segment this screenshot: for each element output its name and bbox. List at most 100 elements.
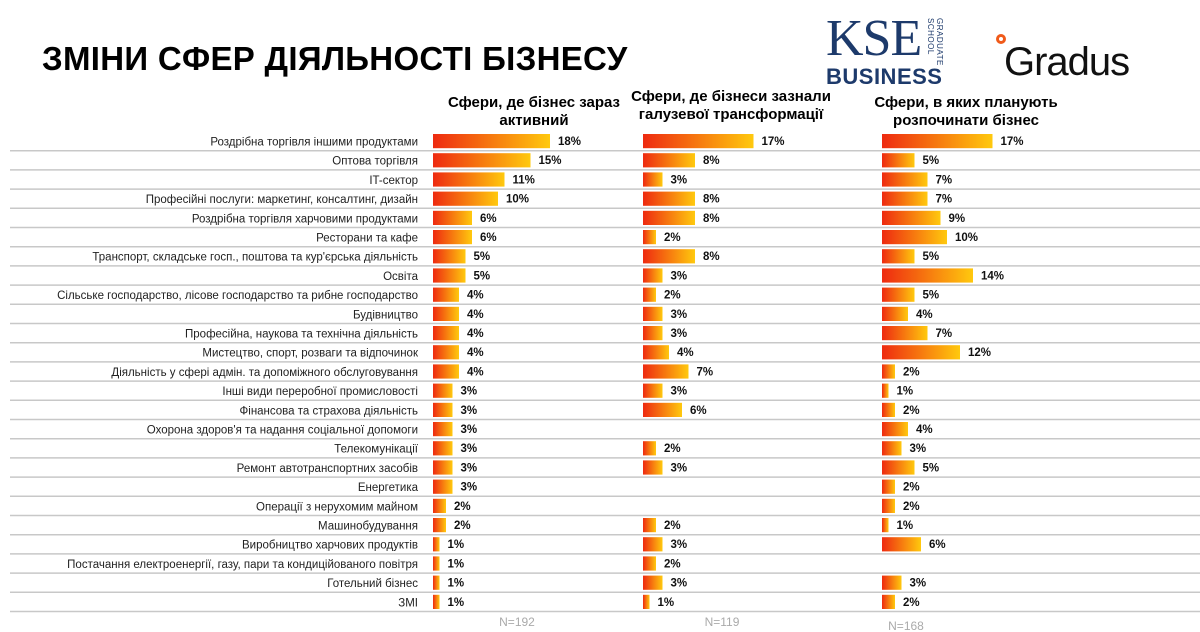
category-label: Транспорт, складське госп., поштова та к… <box>92 252 418 264</box>
data-label: 3% <box>671 539 688 551</box>
category-label: Інші види переробної промисловості <box>222 386 418 398</box>
data-label: 15% <box>539 155 562 167</box>
data-label: 14% <box>981 270 1004 282</box>
data-label: 6% <box>480 213 497 225</box>
data-label: 2% <box>454 501 471 513</box>
data-label: 7% <box>936 194 953 206</box>
kse-logo-subtext: BUSINESS <box>826 64 943 89</box>
bar <box>643 575 663 590</box>
data-label: 1% <box>448 578 465 590</box>
data-label: 3% <box>671 578 688 590</box>
category-label: Сільське господарство, лісове господарст… <box>57 290 418 302</box>
bar <box>433 153 531 168</box>
data-label: 17% <box>1001 136 1024 148</box>
bar <box>882 441 902 456</box>
data-label: 2% <box>903 482 920 494</box>
bar <box>433 364 459 379</box>
bar <box>433 422 453 437</box>
category-label: Роздрібна торгівля харчовими продуктами <box>192 213 418 225</box>
data-label: 17% <box>762 136 785 148</box>
data-label: 7% <box>936 174 953 186</box>
category-label: Виробництво харчових продуктів <box>242 540 418 552</box>
data-label: 5% <box>474 251 491 263</box>
bar <box>433 402 453 417</box>
bar <box>882 498 895 513</box>
bar <box>433 441 453 456</box>
category-label: Охорона здоров'я та надання соціальної д… <box>147 425 418 437</box>
data-label: 2% <box>664 290 681 302</box>
data-label: 4% <box>916 424 933 436</box>
sample-size-label: N=192 <box>499 615 535 629</box>
gradus-logo-text: Gradus <box>1004 40 1130 84</box>
data-label: 1% <box>448 597 465 609</box>
data-label: 3% <box>671 386 688 398</box>
kse-business-logo: KSE BUSINESS GRADUATE SCHOOL <box>826 10 944 90</box>
data-label: 3% <box>671 309 688 321</box>
data-label: 8% <box>703 213 720 225</box>
bar <box>882 306 908 321</box>
data-label: 4% <box>467 366 484 378</box>
data-label: 1% <box>897 386 914 398</box>
bar <box>643 345 669 360</box>
data-label: 2% <box>903 501 920 513</box>
bar <box>643 268 663 283</box>
bar <box>882 518 889 533</box>
data-label: 3% <box>671 328 688 340</box>
category-label: Постачання електроенергії, газу, пари та… <box>67 559 418 571</box>
bar <box>433 345 459 360</box>
bar <box>433 172 505 187</box>
data-label: 7% <box>936 328 953 340</box>
bar <box>643 537 663 552</box>
bar <box>882 537 921 552</box>
category-label: ЗМІ <box>398 597 418 609</box>
bar <box>882 345 960 360</box>
data-label: 1% <box>448 539 465 551</box>
bar <box>433 210 472 225</box>
data-label: 10% <box>955 232 978 244</box>
data-label: 8% <box>703 194 720 206</box>
data-label: 3% <box>910 578 927 590</box>
data-label: 18% <box>558 136 581 148</box>
category-label: Будівництво <box>353 309 418 321</box>
data-label: 3% <box>461 424 478 436</box>
bar <box>882 383 889 398</box>
category-label: Готельний бізнес <box>327 578 418 590</box>
bar <box>643 153 695 168</box>
data-label: 2% <box>664 558 681 570</box>
bar <box>643 556 656 571</box>
data-label: 4% <box>467 347 484 359</box>
category-label: Мистецтво, спорт, розваги та відпочинок <box>202 348 419 360</box>
category-label: Освіта <box>383 271 418 283</box>
bar <box>643 172 663 187</box>
bar <box>882 460 915 475</box>
category-label: Професійні послуги: маркетинг, консалтин… <box>146 194 418 206</box>
category-label: IT-сектор <box>369 175 418 187</box>
bar <box>433 249 466 264</box>
bar <box>882 172 928 187</box>
bar <box>882 422 908 437</box>
kse-logo-vertical: GRADUATE SCHOOL <box>926 18 944 66</box>
data-label: 5% <box>923 290 940 302</box>
data-label: 9% <box>949 213 966 225</box>
page-title: ЗМІНИ СФЕР ДІЯЛЬНОСТІ БІЗНЕСУ <box>42 40 628 77</box>
category-label: Ремонт автотранспортних засобів <box>237 463 418 475</box>
bar <box>433 575 440 590</box>
category-label: Діяльність у сфері адмін. та допоміжного… <box>111 367 418 379</box>
data-label: 3% <box>461 386 478 398</box>
bar <box>433 306 459 321</box>
bar <box>643 460 663 475</box>
bar <box>643 230 656 245</box>
bar <box>882 268 973 283</box>
data-label: 3% <box>461 443 478 455</box>
bar <box>643 134 754 149</box>
kse-logo-text: KSE <box>826 10 922 67</box>
category-label: Енергетика <box>358 482 419 494</box>
data-label: 2% <box>903 405 920 417</box>
data-label: 2% <box>664 443 681 455</box>
data-label: 3% <box>461 482 478 494</box>
data-label: 2% <box>664 232 681 244</box>
bar <box>433 537 440 552</box>
bar <box>882 326 928 341</box>
bar <box>643 383 663 398</box>
